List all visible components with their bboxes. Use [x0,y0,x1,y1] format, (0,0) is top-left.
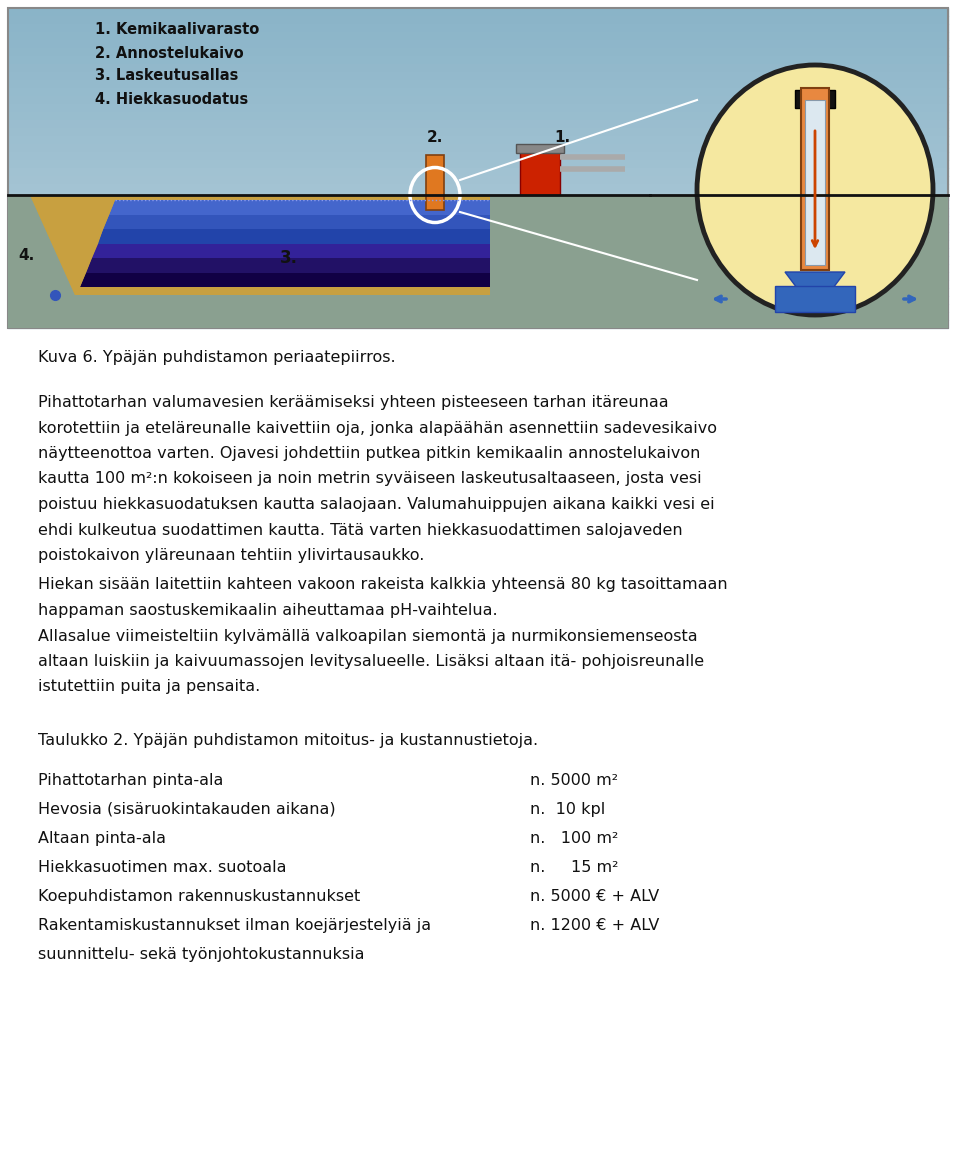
Text: n.  10 kpl: n. 10 kpl [530,802,605,817]
Polygon shape [104,215,490,229]
Polygon shape [30,195,115,295]
Text: kautta 100 m²:n kokoiseen ja noin metrin syväiseen laskeutusaltaaseen, josta ves: kautta 100 m²:n kokoiseen ja noin metrin… [38,471,702,486]
Text: n. 5000 € + ALV: n. 5000 € + ALV [530,889,660,904]
Ellipse shape [697,65,933,315]
Text: 4. Hiekkasuodatus: 4. Hiekkasuodatus [95,91,249,106]
Text: ehdi kulkeutua suodattimen kautta. Tätä varten hiekkasuodattimen salojaveden: ehdi kulkeutua suodattimen kautta. Tätä … [38,522,683,537]
Bar [801,88,829,270]
Text: Allasalue viimeisteltiin kylvämällä valkoapilan siemontä ja nurmikonsiemenseosta: Allasalue viimeisteltiin kylvämällä valk… [38,628,698,643]
Polygon shape [91,244,490,258]
Text: Taulukko 2. Ypäjän puhdistamon mitoitus- ja kustannustietoja.: Taulukko 2. Ypäjän puhdistamon mitoitus-… [38,733,539,748]
Text: n.   100 m²: n. 100 m² [530,830,618,845]
Text: Rakentamiskustannukset ilman koejärjestelyiä ja: Rakentamiskustannukset ilman koejärjeste… [38,918,431,933]
Polygon shape [8,195,948,328]
Polygon shape [30,195,490,295]
Bar [516,144,564,152]
Text: Kuva 6. Ypäjän puhdistamon periaatepiirros.: Kuva 6. Ypäjän puhdistamon periaatepiirr… [38,350,396,365]
Text: n. 1200 € + ALV: n. 1200 € + ALV [530,918,660,933]
Text: 1. Kemikaalivarasto: 1. Kemikaalivarasto [95,22,259,37]
Polygon shape [85,258,490,273]
Polygon shape [109,200,490,215]
Text: n. 5000 m²: n. 5000 m² [530,773,618,788]
Text: poistokaivon yläreunaan tehtiin ylivirtausaukko.: poistokaivon yläreunaan tehtiin ylivirta… [38,547,424,562]
Text: Hiekan sisään laitettiin kahteen vakoon rakeista kalkkia yhteensä 80 kg tasoitta: Hiekan sisään laitettiin kahteen vakoon … [38,578,728,593]
Bar [520,146,560,195]
Text: istutettiin puita ja pensaita.: istutettiin puita ja pensaita. [38,679,260,694]
Bar [775,286,855,312]
Text: 2. Annostelukaivo: 2. Annostelukaivo [95,45,244,60]
Text: Altaan pinta-ala: Altaan pinta-ala [38,830,166,845]
Bar [795,90,835,109]
Text: korotettiin ja eteläreunalle kaivettiin oja, jonka alapäähän asennettiin sadeves: korotettiin ja eteläreunalle kaivettiin … [38,420,717,435]
Text: suunnittelu- sekä työnjohtokustannuksia: suunnittelu- sekä työnjohtokustannuksia [38,947,365,962]
Text: Hiekkasuotimen max. suotoala: Hiekkasuotimen max. suotoala [38,860,286,875]
Polygon shape [98,229,490,244]
Text: 3.: 3. [280,249,298,267]
Text: Koepuhdistamon rakennuskustannukset: Koepuhdistamon rakennuskustannukset [38,889,360,904]
Text: Pihattotarhan pinta-ala: Pihattotarhan pinta-ala [38,773,224,788]
Text: näytteenottoa varten. Ojavesi johdettiin putkea pitkin kemikaalin annostelukaivo: näytteenottoa varten. Ojavesi johdettiin… [38,446,701,461]
Text: Hevosia (sisäruokintakauden aikana): Hevosia (sisäruokintakauden aikana) [38,802,336,817]
Text: n.     15 m²: n. 15 m² [530,860,618,875]
Bar [426,155,444,210]
Text: 3. Laskeutusallas: 3. Laskeutusallas [95,68,238,83]
Text: Pihattotarhan valumavesien keräämiseksi yhteen pisteeseen tarhan itäreunaa: Pihattotarhan valumavesien keräämiseksi … [38,395,668,410]
Text: 2.: 2. [427,131,444,146]
Polygon shape [80,273,490,286]
Text: happaman saostuskemikaalin aiheuttamaa pH-vaihtelua.: happaman saostuskemikaalin aiheuttamaa p… [38,603,497,618]
Text: altaan luiskiin ja kaivuumassojen levitysalueelle. Lisäksi altaan itä- pohjoisre: altaan luiskiin ja kaivuumassojen levity… [38,654,704,669]
Bar [805,100,825,264]
Text: 1.: 1. [554,131,570,146]
Polygon shape [785,271,845,288]
Text: 4.: 4. [18,247,35,262]
Text: poistuu hiekkasuodatuksen kautta salaojaan. Valumahuippujen aikana kaikki vesi e: poistuu hiekkasuodatuksen kautta salaoja… [38,497,714,512]
